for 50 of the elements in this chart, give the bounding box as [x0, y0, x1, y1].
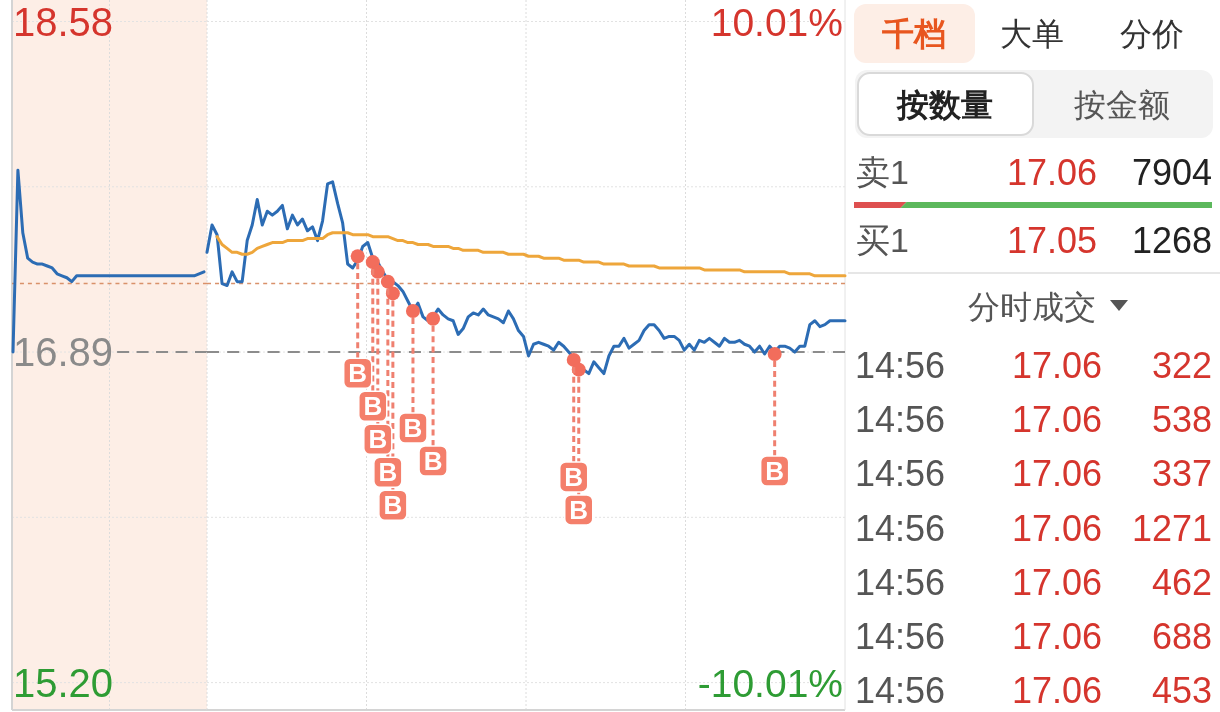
- section-title: 分时成交: [968, 288, 1096, 325]
- ask-price: 17.06: [1006, 151, 1097, 193]
- trade-time: 14:56: [855, 615, 946, 657]
- tab-label: 分价: [1120, 15, 1184, 52]
- annotation: B: [765, 456, 785, 487]
- y2-tick-label: -10.01%: [697, 661, 843, 705]
- trade-price: 17.06: [1011, 615, 1102, 657]
- y2-tick-label: 10.01%: [710, 0, 843, 44]
- annotation: B: [423, 445, 443, 476]
- bid-price: 17.05: [1006, 219, 1097, 261]
- annotation: B: [363, 391, 383, 422]
- trade-time: 14:56: [855, 344, 946, 386]
- trade-time: 14:56: [855, 561, 946, 603]
- ask-volume: 7904: [1131, 151, 1212, 193]
- tab-label: 大单: [1000, 15, 1064, 52]
- trade-volume: 1271: [1131, 507, 1212, 549]
- segment-label: 按数量: [897, 86, 993, 123]
- trade-time: 14:56: [855, 670, 946, 712]
- annotation: B: [378, 457, 398, 488]
- trade-price: 17.06: [1011, 561, 1102, 603]
- annotation: B: [368, 424, 388, 455]
- trade-price: 17.06: [1011, 453, 1102, 495]
- segment-label: 按金额: [1074, 86, 1170, 123]
- buy-note: B: [558, 366, 589, 493]
- trade-price: 17.06: [1011, 507, 1102, 549]
- trade-price: 17.06: [1011, 344, 1102, 386]
- ask-label: 卖1: [856, 153, 909, 192]
- annotation: B: [564, 461, 584, 492]
- trade-time: 14:56: [855, 507, 946, 549]
- y-tick-label: 15.20: [13, 661, 114, 705]
- trade-time: 14:56: [855, 399, 946, 441]
- annotation: B: [348, 358, 368, 389]
- trade-volume: 453: [1151, 670, 1212, 712]
- y-tick-label: 18.58: [13, 0, 114, 44]
- trade-price: 17.06: [1011, 399, 1102, 441]
- trade-volume: 688: [1151, 615, 1212, 657]
- trade-volume: 538: [1151, 399, 1212, 441]
- buy-note: B: [342, 263, 373, 389]
- buy-note: B: [759, 361, 790, 487]
- trade-volume: 322: [1151, 344, 1212, 386]
- trade-price: 17.06: [1011, 670, 1102, 712]
- bid-label: 买1: [856, 221, 909, 260]
- trade-volume: 462: [1151, 561, 1212, 603]
- bid-volume: 1268: [1131, 219, 1212, 261]
- y-tick-label: 16.89: [13, 330, 114, 375]
- annotation: B: [569, 494, 589, 525]
- trade-time: 14:56: [855, 453, 946, 495]
- annotation: B: [383, 490, 403, 521]
- trade-volume: 337: [1151, 453, 1212, 495]
- tab-label: 千档: [882, 15, 946, 52]
